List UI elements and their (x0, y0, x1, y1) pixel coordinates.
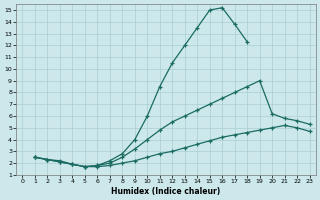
X-axis label: Humidex (Indice chaleur): Humidex (Indice chaleur) (111, 187, 221, 196)
